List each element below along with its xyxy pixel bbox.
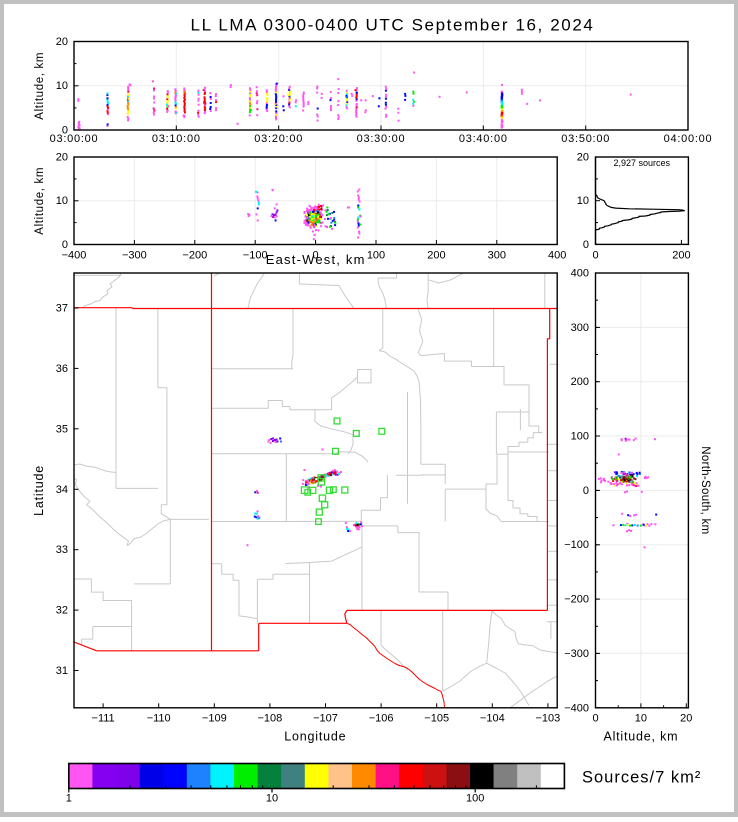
svg-text:20: 20 — [680, 712, 692, 724]
svg-text:−103: −103 — [536, 712, 561, 724]
svg-text:−110: −110 — [147, 712, 171, 724]
svg-text:Longitude: Longitude — [284, 729, 346, 743]
svg-text:20: 20 — [56, 152, 68, 164]
svg-text:03:50:00: 03:50:00 — [561, 133, 610, 145]
svg-text:200: 200 — [571, 376, 589, 388]
svg-text:−100: −100 — [243, 249, 268, 261]
svg-text:0: 0 — [583, 239, 589, 251]
svg-text:−300: −300 — [564, 648, 589, 660]
svg-text:−111: −111 — [92, 712, 115, 724]
svg-text:04:00:00: 04:00:00 — [664, 133, 713, 145]
svg-text:0: 0 — [583, 485, 589, 497]
svg-text:0: 0 — [62, 239, 68, 251]
svg-text:−400: −400 — [564, 702, 589, 714]
svg-text:300: 300 — [488, 249, 506, 261]
svg-text:35: 35 — [56, 423, 68, 435]
svg-text:−107: −107 — [313, 712, 338, 724]
svg-text:03:30:00: 03:30:00 — [357, 133, 406, 145]
svg-text:Altitude, km: Altitude, km — [34, 52, 46, 120]
svg-text:400: 400 — [548, 249, 566, 261]
svg-text:10: 10 — [577, 195, 589, 207]
svg-text:North-South, km: North-South, km — [699, 446, 711, 534]
svg-text:10: 10 — [56, 195, 68, 207]
svg-text:300: 300 — [571, 322, 589, 334]
svg-text:10: 10 — [266, 793, 278, 805]
svg-text:−200: −200 — [182, 249, 207, 261]
svg-text:−109: −109 — [202, 712, 227, 724]
svg-text:34: 34 — [56, 484, 68, 496]
svg-text:20: 20 — [56, 36, 68, 48]
svg-text:36: 36 — [56, 363, 68, 375]
svg-text:31: 31 — [56, 665, 68, 677]
svg-text:−105: −105 — [424, 712, 449, 724]
svg-text:Latitude: Latitude — [32, 465, 46, 516]
svg-text:0: 0 — [313, 249, 319, 261]
svg-text:0: 0 — [592, 249, 598, 261]
svg-text:Sources/7 km²: Sources/7 km² — [582, 768, 701, 786]
svg-text:03:10:00: 03:10:00 — [152, 133, 201, 145]
svg-text:East-West, km: East-West, km — [266, 252, 366, 267]
svg-text:03:40:00: 03:40:00 — [459, 133, 508, 145]
svg-text:−100: −100 — [564, 539, 589, 551]
svg-text:03:20:00: 03:20:00 — [254, 133, 303, 145]
svg-text:10: 10 — [635, 712, 647, 724]
svg-text:−106: −106 — [369, 712, 394, 724]
svg-text:−300: −300 — [122, 249, 147, 261]
svg-text:33: 33 — [56, 544, 68, 556]
svg-text:Altitude, km: Altitude, km — [34, 167, 46, 235]
svg-text:0: 0 — [592, 712, 598, 724]
svg-text:100: 100 — [367, 249, 385, 261]
svg-text:200: 200 — [427, 249, 445, 261]
svg-text:Altitude, km: Altitude, km — [603, 729, 678, 743]
svg-text:−400: −400 — [62, 249, 87, 261]
svg-text:−200: −200 — [564, 594, 589, 606]
svg-text:200: 200 — [672, 249, 690, 261]
svg-text:0: 0 — [62, 125, 68, 137]
svg-text:03:00:00: 03:00:00 — [50, 133, 99, 145]
svg-text:−108: −108 — [258, 712, 283, 724]
svg-text:−104: −104 — [480, 712, 505, 724]
svg-text:100: 100 — [571, 431, 589, 443]
svg-text:400: 400 — [571, 268, 589, 280]
svg-text:2,927 sources: 2,927 sources — [614, 158, 671, 168]
svg-text:LL LMA 0300-0400 UTC September: LL LMA 0300-0400 UTC September 16, 2024 — [191, 16, 595, 35]
svg-text:1: 1 — [66, 793, 72, 805]
svg-text:100: 100 — [466, 793, 484, 805]
svg-text:10: 10 — [56, 80, 68, 92]
svg-text:32: 32 — [56, 605, 68, 617]
svg-text:20: 20 — [577, 152, 589, 164]
svg-text:37: 37 — [56, 303, 68, 315]
